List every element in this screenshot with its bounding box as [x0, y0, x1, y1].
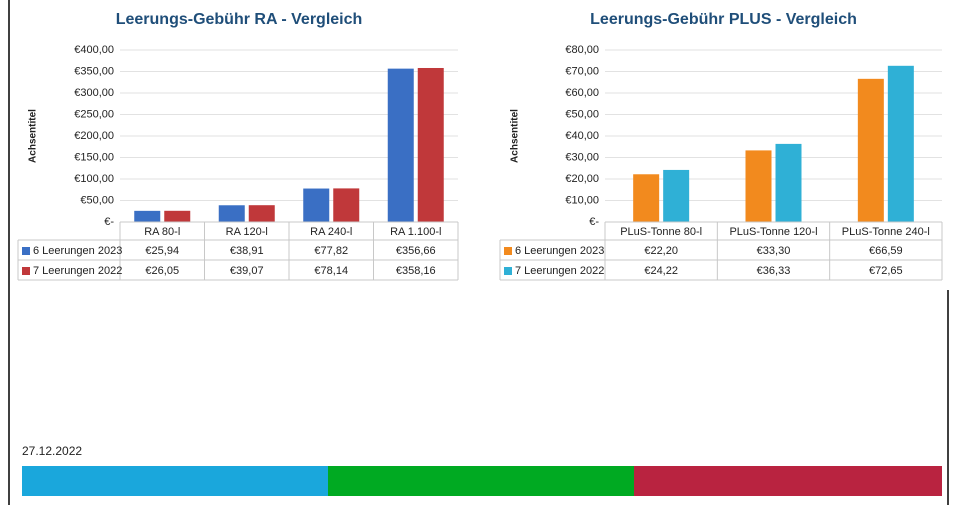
- bar: [387, 68, 414, 222]
- legend-label: 7 Leerungen 2022: [515, 265, 604, 277]
- chart-title: Leerungs-Gebühr RA - Vergleich: [116, 11, 363, 28]
- bar: [663, 169, 690, 222]
- value-label: €78,14: [314, 265, 348, 277]
- bar: [164, 210, 191, 222]
- bar: [134, 210, 161, 222]
- legend-label: 6 Leerungen 2023: [515, 245, 604, 257]
- bar: [417, 67, 444, 222]
- value-label: €25,94: [145, 245, 179, 257]
- category-label: PLuS-Tonne 240-l: [842, 226, 930, 238]
- category-label: PLuS-Tonne 120-l: [729, 226, 817, 238]
- color-strip: [634, 466, 942, 496]
- value-label: €358,16: [396, 265, 436, 277]
- bar: [775, 143, 802, 222]
- y-tick-label: €80,00: [565, 44, 599, 56]
- value-label: €26,05: [145, 265, 179, 277]
- y-tick-label: €-: [104, 216, 114, 228]
- category-label: RA 80-l: [144, 226, 180, 238]
- y-tick-label: €300,00: [74, 87, 114, 99]
- bar: [303, 188, 330, 222]
- bar: [857, 78, 884, 222]
- legend-label: 6 Leerungen 2023: [33, 245, 122, 257]
- color-strip: [328, 466, 634, 496]
- y-tick-label: €70,00: [565, 65, 599, 77]
- y-tick-label: €50,00: [80, 194, 114, 206]
- value-label: €356,66: [396, 245, 436, 257]
- y-tick-label: €400,00: [74, 44, 114, 56]
- y-tick-label: €250,00: [74, 108, 114, 120]
- category-label: RA 1.100-l: [390, 226, 441, 238]
- y-tick-label: €60,00: [565, 87, 599, 99]
- axis-title: Achsentitel: [510, 109, 521, 163]
- y-tick-label: €30,00: [565, 151, 599, 163]
- legend-label: 7 Leerungen 2022: [33, 265, 122, 277]
- value-label: €33,30: [757, 245, 791, 257]
- value-label: €36,33: [757, 265, 791, 277]
- y-tick-label: €10,00: [565, 194, 599, 206]
- y-tick-label: €350,00: [74, 65, 114, 77]
- category-label: RA 240-l: [310, 226, 352, 238]
- bar: [248, 205, 275, 222]
- value-label: €66,59: [869, 245, 903, 257]
- legend-marker: [504, 267, 512, 275]
- legend-marker: [504, 247, 512, 255]
- category-label: PLuS-Tonne 80-l: [620, 226, 702, 238]
- date: 27.12.2022: [22, 444, 82, 458]
- color-strip: [22, 466, 328, 496]
- y-tick-label: €20,00: [565, 173, 599, 185]
- value-label: €77,82: [314, 245, 348, 257]
- value-label: €38,91: [230, 245, 264, 257]
- bar: [745, 150, 772, 222]
- value-label: €22,20: [644, 245, 678, 257]
- legend-marker: [22, 247, 30, 255]
- bar: [218, 205, 245, 222]
- value-label: €72,65: [869, 265, 903, 277]
- y-tick-label: €100,00: [74, 173, 114, 185]
- value-label: €24,22: [644, 265, 678, 277]
- y-tick-label: €40,00: [565, 130, 599, 142]
- y-tick-label: €50,00: [565, 108, 599, 120]
- chart-title: Leerungs-Gebühr PLUS - Vergleich: [590, 11, 857, 28]
- value-label: €39,07: [230, 265, 264, 277]
- category-label: RA 120-l: [226, 226, 268, 238]
- y-tick-label: €150,00: [74, 151, 114, 163]
- bar: [887, 65, 914, 223]
- bar: [633, 174, 660, 222]
- y-tick-label: €200,00: [74, 130, 114, 142]
- legend-marker: [22, 267, 30, 275]
- bar: [333, 188, 360, 222]
- y-tick-label: €-: [589, 216, 599, 228]
- axis-title: Achsentitel: [28, 109, 39, 163]
